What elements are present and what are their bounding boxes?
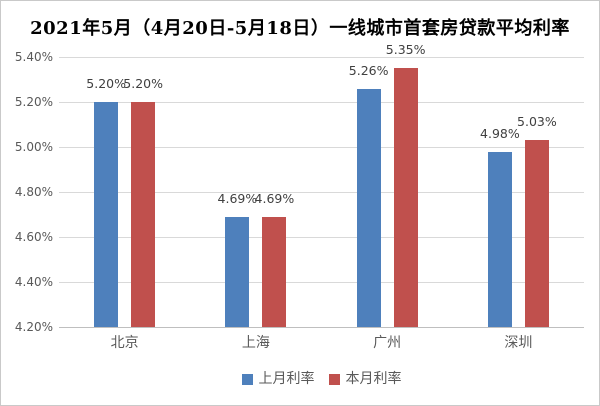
bar-value-label: 5.20% xyxy=(123,76,163,91)
gridline xyxy=(59,282,584,283)
bar-value-label: 5.20% xyxy=(86,76,126,91)
legend: 上月利率 本月利率 xyxy=(59,372,584,386)
bar xyxy=(225,216,250,327)
gridline xyxy=(59,192,584,193)
y-tick-label: 4.40% xyxy=(14,275,53,289)
legend-swatch-icon xyxy=(241,373,253,385)
bar xyxy=(393,68,418,327)
gridline xyxy=(59,327,584,328)
x-axis-label: 上海 xyxy=(241,335,270,351)
bar-value-label: 4.69% xyxy=(254,190,295,206)
y-tick-label: 5.00% xyxy=(14,140,53,154)
bar-value-label: 4.98% xyxy=(480,125,520,141)
gridline xyxy=(59,237,584,238)
bar xyxy=(524,140,549,327)
x-axis-label: 深圳 xyxy=(504,335,533,351)
bar xyxy=(262,216,287,327)
bar-value-label: 5.35% xyxy=(385,42,426,58)
bar xyxy=(131,102,156,327)
legend-swatch-icon xyxy=(328,373,340,385)
y-tick-label: 5.40% xyxy=(14,50,53,64)
chart-title: 2021年5月（4月20日-5月18日）一线城市首套房贷款平均利率 xyxy=(30,18,570,39)
legend-item: 上月利率 xyxy=(241,371,315,387)
y-tick-label: 4.80% xyxy=(14,185,53,199)
bar-value-label: 5.26% xyxy=(348,62,389,78)
y-tick-label: 4.20% xyxy=(14,320,53,334)
legend-item: 本月利率 xyxy=(328,371,402,387)
bar xyxy=(356,88,381,327)
legend-label: 本月利率 xyxy=(345,371,402,387)
legend-label: 上月利率 xyxy=(258,371,315,387)
bar xyxy=(487,151,512,327)
bar-value-label: 4.69% xyxy=(217,190,258,206)
x-axis-label: 北京 xyxy=(110,335,139,351)
x-axis-label: 广州 xyxy=(373,335,402,351)
gridline xyxy=(59,147,584,148)
gridline xyxy=(59,57,584,58)
y-tick-label: 5.20% xyxy=(14,95,53,109)
bar xyxy=(94,102,119,327)
y-tick-label: 4.60% xyxy=(14,230,53,244)
gridline xyxy=(59,102,584,103)
bar-value-label: 5.03% xyxy=(517,114,557,130)
